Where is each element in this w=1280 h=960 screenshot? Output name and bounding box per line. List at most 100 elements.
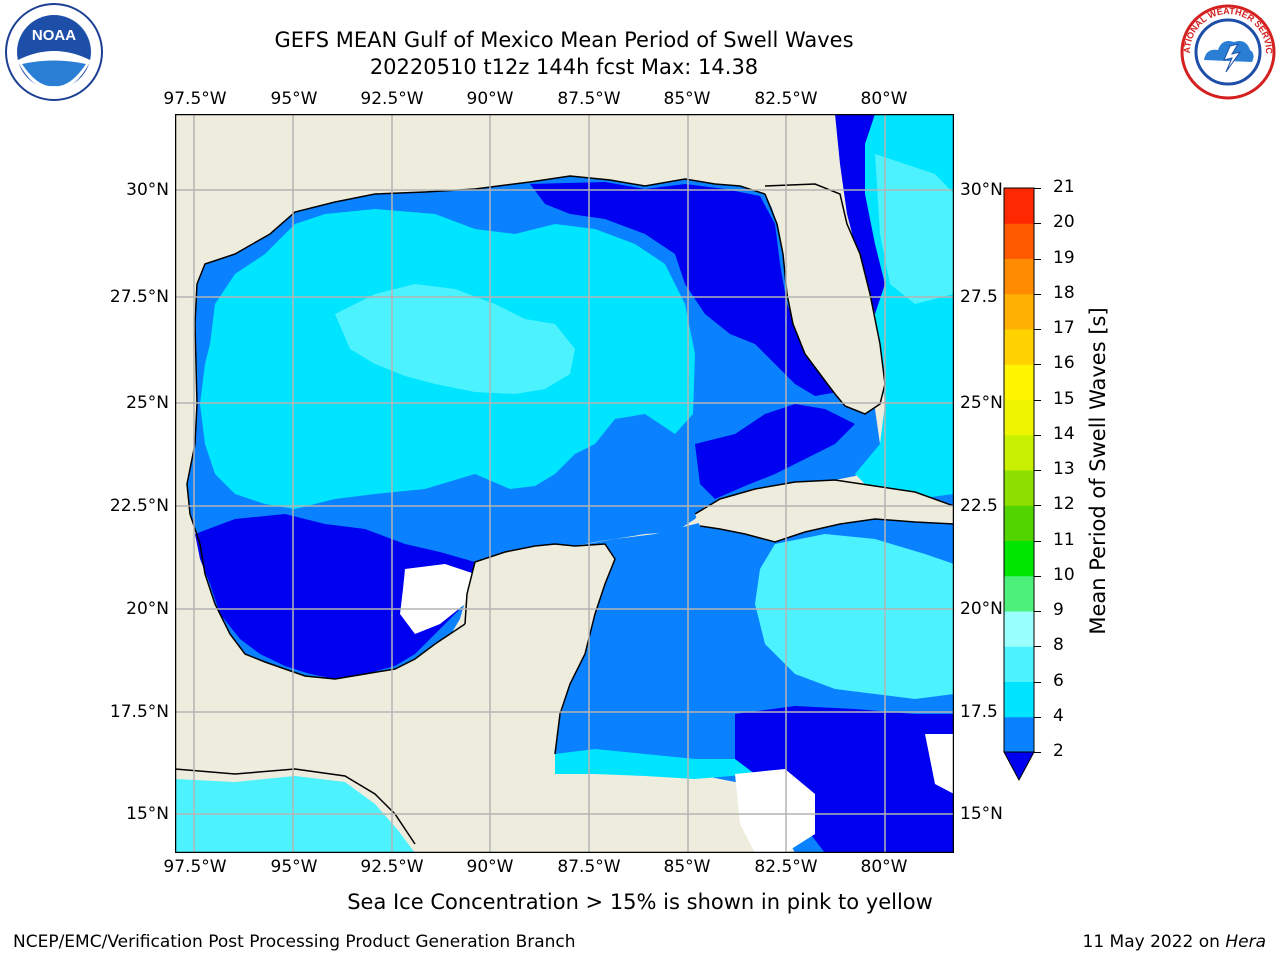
colorbar-bands (1004, 188, 1034, 753)
lat-label-right-2: 25°N (960, 393, 1003, 413)
lon-label-bottom-6: 82.5°W (754, 857, 818, 877)
lat-label-right-4: 20°N (960, 599, 1003, 619)
colorbar-tick (1034, 716, 1041, 718)
colorbar-tick-label: 13 (1053, 459, 1075, 479)
colorbar-tick (1034, 399, 1041, 401)
colorbar-tick (1034, 505, 1041, 507)
atlantic-dark-blue (835, 114, 885, 314)
colorbar-tick (1034, 293, 1041, 295)
lat-label-left-1: 27.5°N (109, 287, 169, 307)
lat-label-right-6: 15°N (960, 804, 1003, 824)
colorbar-band (1004, 399, 1034, 436)
colorbar-tick-label: 2 (1053, 741, 1064, 761)
lat-label-right-1: 27.5 (960, 287, 998, 307)
lat-label-left-2: 25°N (126, 393, 169, 413)
gulf-dark-blue-sw (195, 514, 475, 679)
colorbar-tick (1034, 575, 1041, 577)
gulf-dark-blue-ne (530, 182, 855, 396)
colorbar-tick-label: 9 (1053, 600, 1064, 620)
colorbar-tick-label: 17 (1053, 318, 1075, 338)
atlantic-light (875, 154, 954, 304)
lon-label-bottom-0: 97.5°W (163, 857, 227, 877)
lat-label-right-3: 22.5 (960, 496, 998, 516)
colorbar-tick (1034, 752, 1041, 753)
colorbar-tick-label: 12 (1053, 494, 1075, 515)
colorbar-tick (1034, 540, 1041, 542)
colorbar-tick-label: 4 (1053, 705, 1064, 726)
lon-label-bottom-4: 87.5°W (557, 857, 621, 877)
dark-blue-channel (695, 404, 855, 499)
no-data-3 (925, 734, 954, 794)
colorbar-under-arrow (1003, 751, 1035, 782)
colorbar-band (1004, 540, 1034, 577)
colorbar-band (1004, 329, 1034, 365)
lon-label-top-6: 82.5°W (754, 89, 818, 109)
colorbar-band (1004, 470, 1034, 506)
colorbar-band (1004, 434, 1034, 471)
noaa-logo-text: NOAA (32, 27, 76, 44)
colorbar-band (1004, 364, 1034, 400)
colorbar-band (1004, 575, 1034, 612)
lon-label-top-0: 97.5°W (163, 89, 227, 109)
colorbar-tick-label: 18 (1053, 282, 1075, 303)
colorbar-band (1004, 188, 1034, 224)
lat-label-left-4: 20°N (126, 599, 169, 619)
florida-land (765, 184, 885, 414)
colorbar-band (1004, 258, 1034, 295)
colorbar-band (1004, 505, 1034, 541)
footer-date-text: 11 May 2022 on (1082, 932, 1220, 952)
footer-date: 11 May 2022 on Hera (1083, 932, 1267, 952)
lon-label-bottom-7: 80°W (860, 857, 908, 877)
noaa-logo: NOAA (5, 3, 103, 101)
colorbar-tick-label: 15 (1053, 388, 1075, 409)
caribbean-dark-blue (735, 706, 954, 853)
lon-label-top-5: 85°W (663, 89, 711, 109)
caribbean-south-cyan (555, 749, 755, 779)
no-data-1 (400, 564, 475, 634)
lat-label-left-6: 15°N (126, 804, 169, 824)
colorbar-tick (1034, 258, 1041, 260)
lon-label-top-4: 87.5°W (557, 89, 621, 109)
lon-label-bottom-1: 95°W (270, 857, 318, 877)
colorbar-tick (1034, 681, 1041, 683)
colorbar-band (1004, 223, 1034, 259)
colorbar-tick-label: 21 (1053, 177, 1075, 197)
lat-label-left-0: 30°N (126, 180, 169, 200)
colorbar-tick-label: 8 (1053, 635, 1064, 656)
lon-label-top-7: 80°W (860, 89, 908, 109)
caribbean-cyan (755, 534, 954, 699)
colorbar-band (1004, 611, 1034, 647)
lat-label-right-0: 30°N (960, 180, 1003, 200)
lon-label-bottom-2: 92.5°W (360, 857, 424, 877)
cuba-land (695, 480, 954, 542)
lat-label-right-5: 17.5 (960, 702, 998, 722)
map-title: GEFS MEAN Gulf of Mexico Mean Period of … (274, 28, 854, 52)
colorbar-band (1004, 716, 1034, 753)
colorbar-band (1004, 646, 1034, 682)
nws-logo: NATIONAL WEATHER SERVICE (1176, 2, 1276, 100)
colorbar-tick (1034, 223, 1041, 225)
colorbar-tick (1034, 188, 1041, 189)
colorbar-tick-label: 19 (1053, 247, 1075, 268)
lon-label-top-2: 92.5°W (360, 89, 424, 109)
colorbar-tick-label: 11 (1053, 529, 1075, 550)
colorbar-tick (1034, 470, 1041, 471)
colorbar-tick (1034, 434, 1041, 436)
footer-branch: NCEP/EMC/Verification Post Processing Pr… (13, 932, 576, 952)
gulf-light-cyan (335, 284, 575, 394)
lat-label-left-3: 22.5°N (109, 496, 169, 516)
colorbar-tick-label: 6 (1053, 670, 1064, 691)
lon-label-top-3: 90°W (466, 89, 514, 109)
map-plot (175, 114, 954, 853)
colorbar (1003, 187, 1035, 782)
colorbar-label: Mean Period of Swell Waves [s] (1086, 307, 1110, 635)
colorbar-tick-label: 16 (1053, 353, 1075, 374)
colorbar-tick-label: 14 (1053, 423, 1075, 444)
colorbar-tick-label: 10 (1053, 564, 1075, 585)
lon-label-top-1: 95°W (270, 89, 318, 109)
map-subtitle: 20220510 t12z 144h fcst Max: 14.38 (369, 55, 759, 79)
footer-host: Hera (1225, 932, 1266, 952)
colorbar-tick-label: 20 (1053, 212, 1075, 233)
colorbar-tick (1034, 611, 1041, 612)
no-data-2 (735, 769, 815, 853)
